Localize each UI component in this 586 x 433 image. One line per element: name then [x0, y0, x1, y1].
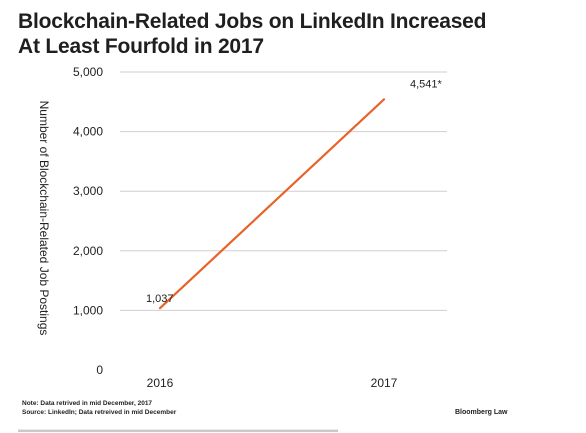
gridlines	[120, 71, 447, 311]
line-chart: 0 1,000 2,000 3,000 4,000 5,000 2016 2017 Numb…	[37, 65, 447, 390]
y-axis-title: Number of Blockchain-Related Job Posting…	[37, 101, 51, 336]
y-axis-ticks: 0 1,000 2,000 3,000 4,000 5,000	[73, 65, 103, 377]
chart-title-line-2: At Least Fourfold in 2017	[18, 35, 264, 58]
x-tick-label: 2016	[147, 376, 174, 390]
footer-notes: Note: Data retrived in mid December, 201…	[22, 399, 176, 417]
note-text: Note: Data retrived in mid December, 201…	[22, 400, 153, 407]
series-group	[158, 98, 386, 310]
x-tick-label: 2017	[371, 376, 398, 390]
y-tick-label: 0	[96, 363, 103, 377]
chart-title: Blockchain-Related Jobs on LinkedIn Incr…	[18, 9, 538, 59]
data-labels: 1,037 4,541*	[146, 78, 443, 305]
y-tick-label: 3,000	[73, 184, 103, 198]
x-axis-ticks: 2016 2017	[147, 376, 398, 390]
source-text: Source: LinkedIn; Data retreived in mid …	[22, 409, 177, 416]
y-tick-label: 4,000	[73, 125, 103, 139]
y-tick-label: 1,000	[73, 303, 103, 317]
series-line	[158, 98, 386, 310]
data-label: 1,037	[146, 293, 174, 305]
cropped-text-fragment: ▬▬▬▬▬▬▬▬▬▬▬▬▬▬▬▬▬▬▬▬▬▬▬▬▬▬▬▬▬▬▬▬▬▬▬▬▬▬▬▬	[18, 426, 338, 433]
brand-logo-text: Bloomberg Law	[455, 409, 508, 416]
chart-title-line-1: Blockchain-Related Jobs on LinkedIn Incr…	[18, 10, 487, 33]
data-label: 4,541*	[410, 78, 443, 90]
y-tick-label: 2,000	[73, 244, 103, 258]
y-tick-label: 5,000	[73, 65, 103, 79]
